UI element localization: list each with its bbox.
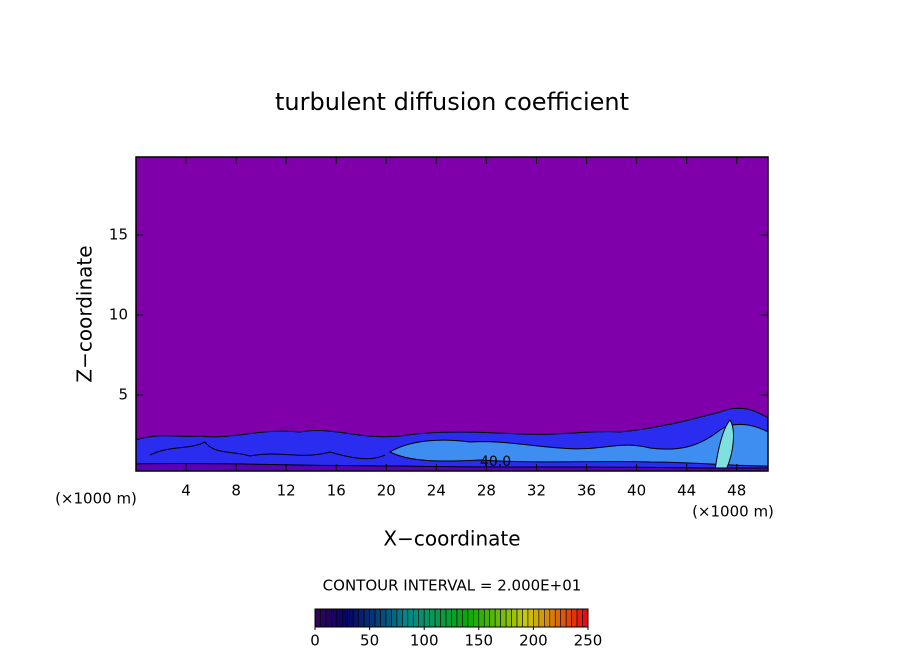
colorbar-box	[456, 608, 463, 628]
colorbar-box	[331, 608, 338, 628]
colorbar-tick-label: 250	[574, 632, 603, 650]
x-tick-label: 20	[377, 482, 396, 500]
colorbar-box	[363, 608, 370, 628]
contour-label: 40.0	[480, 454, 511, 470]
colorbar-box	[347, 608, 354, 628]
colorbar-box	[462, 608, 469, 628]
colorbar-box	[320, 608, 327, 628]
colorbar-box	[467, 608, 474, 628]
colorbar-box	[527, 608, 534, 628]
x-tick-label: 44	[677, 482, 696, 500]
colorbar-box	[396, 608, 403, 628]
colorbar-box	[341, 608, 349, 628]
x-tick-label: 48	[727, 482, 746, 500]
colorbar-box	[352, 608, 359, 628]
colorbar-box	[500, 608, 507, 628]
y-tick-label: 10	[109, 306, 128, 324]
contour-line	[149, 441, 386, 460]
colorbar-box	[494, 608, 501, 628]
colorbar-box	[451, 608, 458, 628]
colorbar-box	[522, 608, 529, 628]
colorbar-box	[538, 608, 545, 628]
field-region	[135, 462, 769, 472]
colorbar-box	[434, 608, 441, 628]
colorbar-box	[516, 608, 523, 628]
colorbar-box	[402, 608, 409, 628]
colorbar-box	[391, 608, 398, 628]
colorbar-box	[544, 608, 551, 628]
colorbar-box	[380, 608, 387, 628]
colorbar-tick-label: 50	[360, 632, 379, 650]
colorbar-box	[336, 608, 343, 628]
x-tick-label: 16	[327, 482, 346, 500]
plot-frame	[135, 156, 769, 472]
colorbar-box	[407, 608, 414, 628]
x-axis-label: X−coordinate	[383, 527, 520, 551]
colorbar-box	[374, 608, 381, 628]
colorbar-box	[505, 608, 512, 628]
x-tick-label: 36	[577, 482, 596, 500]
chart-title: turbulent diffusion coefficient	[275, 88, 629, 116]
colorbar-box	[560, 608, 567, 628]
field-region	[714, 419, 734, 471]
contour-interval: CONTOUR INTERVAL = 2.000E+01	[323, 577, 582, 595]
y-tick-label: 15	[109, 226, 128, 244]
colorbar-box	[489, 608, 496, 628]
x-tick-label: 4	[181, 482, 191, 500]
y-tick-label: 5	[118, 386, 128, 404]
colorbar-box	[582, 608, 589, 628]
colorbar-tick-label: 150	[464, 632, 493, 650]
x-tick-label: 12	[277, 482, 296, 500]
colorbar-tick-label: 0	[310, 632, 320, 650]
x-tick-label: 8	[231, 482, 241, 500]
colorbar-box	[533, 608, 540, 628]
x-tick-label: 24	[427, 482, 446, 500]
colorbar-frame	[314, 608, 589, 628]
field	[135, 157, 769, 472]
colorbar-box	[429, 608, 436, 628]
colorbar-box	[478, 608, 485, 628]
colorbar-box	[314, 608, 321, 628]
colorbar-box	[423, 608, 430, 628]
colorbar-tick-label: 200	[519, 632, 548, 650]
colorbar-box	[325, 608, 332, 628]
colorbar-box	[369, 608, 376, 628]
x-tick-label: 32	[527, 482, 546, 500]
colorbar-box	[440, 608, 447, 628]
x-tick-label: 28	[477, 482, 496, 500]
colorbar-box	[412, 608, 420, 628]
colorbar-box	[571, 608, 578, 628]
colorbar-box	[554, 608, 561, 628]
colorbar-box	[549, 608, 556, 628]
x-unit-label: (×1000 m)	[692, 503, 774, 521]
colorbar-box	[385, 608, 392, 628]
colorbar-box	[576, 608, 583, 628]
colorbar-box	[473, 608, 480, 628]
colorbar-box	[565, 608, 572, 628]
colorbar-box	[418, 608, 425, 628]
y-unit-label: (×1000 m)	[55, 490, 137, 508]
colorbar-box	[511, 608, 518, 628]
colorbar-box	[445, 608, 452, 628]
x-tick-label: 40	[627, 482, 646, 500]
y-axis-label: Z−coordinate	[73, 245, 97, 382]
colorbar-box	[483, 608, 491, 628]
background-field	[136, 157, 768, 471]
colorbar-tick-label: 100	[410, 632, 439, 650]
colorbar-box	[358, 608, 365, 628]
